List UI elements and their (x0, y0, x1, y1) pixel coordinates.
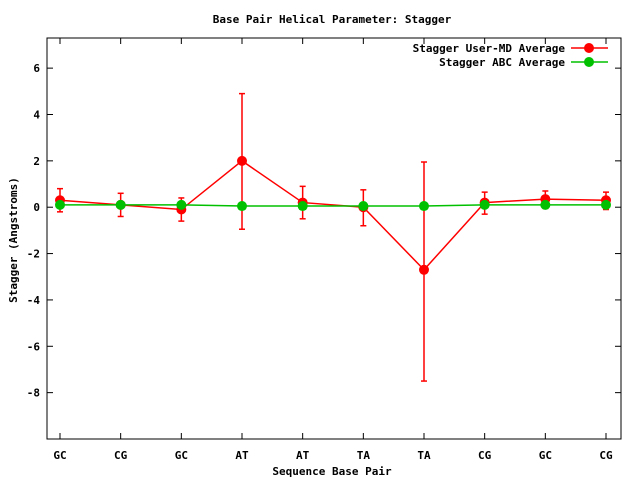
series-1 (55, 92, 611, 382)
data-point (237, 155, 247, 166)
data-point (55, 199, 65, 210)
legend-marker (584, 43, 594, 53)
series-layer (55, 92, 611, 382)
y-tick-label: 6 (33, 62, 40, 75)
legend-label: Stagger ABC Average (439, 56, 565, 69)
x-tick-label: CG (599, 449, 613, 462)
x-tick-label: CG (478, 449, 492, 462)
x-axis-label: Sequence Base Pair (272, 465, 392, 478)
x-axis-ticks: GC CG GC AT AT TA TA CG GC CG (53, 38, 613, 462)
x-tick-label: GC (175, 449, 188, 462)
x-tick-label: GC (539, 449, 552, 462)
y-tick-label: -2 (27, 248, 40, 261)
y-axis-label: Stagger (Angstroms) (7, 177, 20, 303)
data-point (237, 201, 247, 212)
data-point (176, 199, 187, 210)
y-tick-label: 0 (33, 201, 40, 214)
y-tick-label: -6 (27, 340, 41, 353)
y-tick-label: -8 (27, 387, 40, 400)
series-line (59, 159, 607, 271)
data-point (601, 199, 611, 210)
plot-frame (46, 37, 622, 440)
x-tick-label: AT (296, 449, 310, 462)
x-tick-label: CG (114, 449, 128, 462)
y-tick-label: 4 (33, 108, 40, 121)
legend-marker (584, 57, 594, 67)
x-tick-label: TA (417, 449, 431, 462)
data-point (419, 201, 429, 212)
y-tick-label: -4 (27, 294, 41, 307)
y-tick-label: 2 (33, 155, 40, 168)
y-axis-ticks: -8 -6 -4 -2 0 2 4 6 (27, 62, 621, 400)
data-point (297, 201, 308, 212)
data-point (479, 199, 490, 210)
x-tick-label: TA (357, 449, 371, 462)
legend-label: Stagger User-MD Average (413, 42, 566, 55)
data-point (115, 199, 126, 210)
x-tick-label: AT (235, 449, 249, 462)
series-2 (55, 199, 611, 212)
chart-title: Base Pair Helical Parameter: Stagger (213, 13, 452, 26)
data-point (419, 264, 429, 275)
series-line (60, 204, 606, 207)
x-tick-label: GC (53, 449, 66, 462)
data-point (540, 199, 551, 210)
data-point (358, 201, 369, 212)
